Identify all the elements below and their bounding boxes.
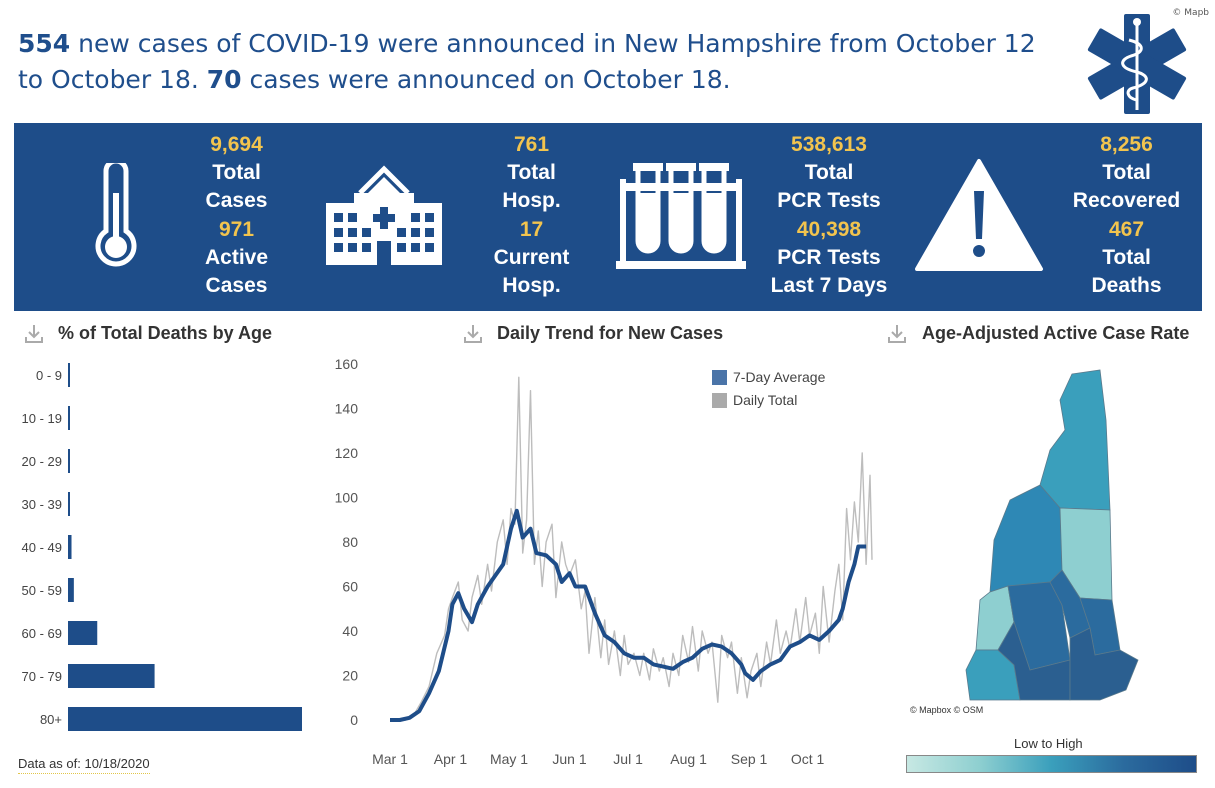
test-tubes-icon [616,163,746,269]
y-tick-label: 140 [335,401,359,417]
daily-trend-title: Daily Trend for New Cases [497,323,724,343]
stat-pcr: 538,613 Total PCR Tests 40,398 PCR Tests… [759,130,899,300]
y-tick-label: 160 [335,356,359,372]
x-tick-label: Jun 1 [552,751,586,767]
headline-part2: cases were announced on October 18. [241,65,731,94]
total-hosp-value: 761 [513,133,550,156]
x-tick-label: Oct 1 [791,751,825,767]
pcr-last7-value: 40,398 [796,218,862,241]
download-icon[interactable] [463,323,483,345]
age-bar [68,363,70,387]
stats-band: 9,694 Total Cases 971 Active Cases 761 T… [14,123,1202,311]
headline-day-cases: 70 [206,65,242,94]
age-tick-label: 10 - 19 [22,411,62,426]
age-tick-label: 80+ [40,712,62,727]
age-bar [68,535,72,559]
total-recovered-label-1: Total [1102,161,1151,184]
daily-trend-chart: 0 20 40 60 80 100 120 140 160 Mar 1 Apr 1 May 1 Jun … [335,356,873,767]
thermometer-icon [95,163,137,267]
age-bar [68,449,70,473]
y-tick-label: 100 [335,490,359,506]
current-hosp-label-1: Current [493,246,570,269]
total-hosp-label-1: Total [507,161,556,184]
case-rate-map[interactable] [890,360,1210,730]
age-tick-label: 70 - 79 [22,669,62,684]
age-bar [68,621,98,645]
age-tick-label: 30 - 39 [22,497,62,512]
age-bar [68,492,70,516]
hospital-icon [326,165,442,265]
x-tick-label: Apr 1 [434,751,468,767]
age-bar [68,578,74,602]
x-tick-label: Aug 1 [670,751,707,767]
headline-new-cases: 554 [18,29,71,58]
coos-county [1039,369,1111,511]
active-cases-value: 971 [218,218,255,241]
color-scale-bar [906,755,1197,773]
legend-label: Daily Total [733,392,797,408]
deaths-by-age-title: % of Total Deaths by Age [58,323,273,343]
total-recovered-value: 8,256 [1100,133,1153,156]
age-tick-label: 40 - 49 [22,540,62,555]
grafton-county [989,484,1063,593]
map-credit: © Mapbox © OSM [910,705,984,715]
case-rate-map-title: Age-Adjusted Active Case Rate [922,323,1190,343]
y-tick-label: 120 [335,445,359,461]
legend-swatch [712,370,727,385]
warning-icon [915,159,1043,271]
total-hosp-label-2: Hosp. [502,189,561,212]
age-tick-label: 50 - 59 [22,583,62,598]
star-of-life-icon [1087,14,1187,114]
headline: 554 new cases of COVID-19 were announced… [18,26,1058,98]
legend-gradient-label: Low to High [1014,736,1083,751]
x-tick-label: Jul 1 [613,751,643,767]
age-bar [68,707,302,731]
stat-cases: 9,694 Total Cases 971 Active Cases [184,130,289,300]
active-cases-label-2: Cases [205,274,268,297]
active-cases-label-1: Active [204,246,269,269]
pcr-last7-label-2: Last 7 Days [770,274,888,297]
data-as-of: Data as of: 10/18/2020 [18,756,150,774]
age-tick-label: 20 - 29 [22,454,62,469]
pcr-last7-label-1: PCR Tests [777,246,881,269]
pcr-tests-label-2: PCR Tests [777,189,881,212]
age-bar [68,664,155,688]
total-deaths-value: 467 [1108,218,1145,241]
total-deaths-label-1: Total [1102,246,1151,269]
download-icon[interactable] [887,323,907,345]
x-tick-label: Mar 1 [372,751,408,767]
total-cases-label-2: Cases [205,189,268,212]
age-bar [68,406,70,430]
age-tick-label: 60 - 69 [22,626,62,641]
legend-swatch [712,393,727,408]
series-line [390,508,867,722]
total-cases-value: 9,694 [210,133,263,156]
deaths-by-age-chart: 0 - 9 10 - 19 20 - 29 30 - 39 40 - 49 50 - 59… [22,363,302,731]
series-line [390,376,873,721]
age-tick-label: 0 - 9 [36,368,62,383]
total-cases-label-1: Total [212,161,261,184]
x-tick-label: May 1 [490,751,528,767]
stat-outcomes: 8,256 Total Recovered 467 Total Deaths [1059,130,1194,300]
y-tick-label: 40 [342,623,358,639]
pcr-tests-value: 538,613 [791,133,867,156]
y-tick-label: 60 [342,579,358,595]
y-tick-label: 20 [342,668,358,684]
current-hosp-label-2: Hosp. [502,274,561,297]
y-tick-label: 80 [342,534,358,550]
current-hosp-value: 17 [519,218,544,241]
x-tick-label: Sep 1 [731,751,768,767]
mapbox-credit-top: © Mapb [1172,8,1209,18]
stat-hosp: 761 Total Hosp. 17 Current Hosp. [479,130,584,300]
total-recovered-label-2: Recovered [1072,189,1181,212]
pcr-tests-label-1: Total [804,161,854,184]
y-tick-label: 0 [350,712,358,728]
legend-label: 7-Day Average [733,369,826,385]
headline-part1: new cases of COVID-19 were announced in … [18,29,1036,94]
download-icon[interactable] [24,323,44,345]
rockingham-county [1069,627,1139,701]
total-deaths-label-2: Deaths [1091,274,1162,297]
